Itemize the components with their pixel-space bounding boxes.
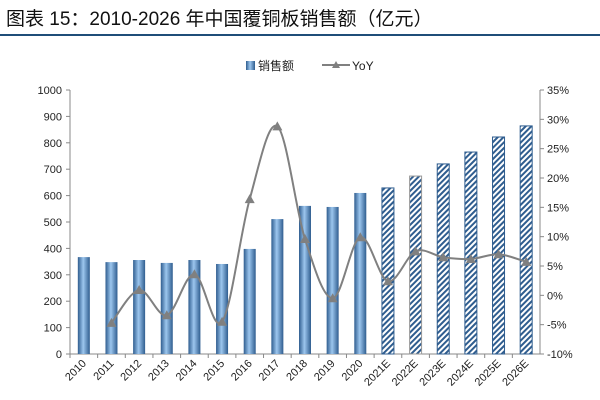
legend-triangle-icon	[332, 61, 340, 68]
yoy-point	[410, 246, 421, 256]
x-tick-label: 2015	[201, 358, 227, 384]
x-tick-label: 2021E	[362, 358, 393, 389]
yoy-point	[134, 285, 145, 295]
x-tick-label: 2022E	[390, 358, 421, 389]
x-tick-label: 2024E	[445, 358, 476, 389]
y-tick-label: 800	[44, 138, 62, 150]
y2-tick-label: 35%	[547, 85, 569, 97]
y-tick-label: 900	[44, 111, 62, 123]
y2-tick-label: 10%	[547, 232, 569, 244]
y-tick-label: 100	[44, 323, 62, 335]
yoy-point	[300, 234, 310, 244]
yoy-line	[110, 124, 527, 325]
y2-tick-label: 0%	[547, 290, 563, 302]
x-tick-label: 2026E	[500, 358, 531, 389]
x-tick-label: 2014	[174, 358, 200, 384]
yoy-point	[438, 252, 449, 262]
bar-2019	[326, 206, 339, 354]
y-tick-label: 1000	[38, 85, 62, 97]
bar-2025E	[492, 136, 506, 355]
title-divider	[0, 34, 600, 36]
bar-2014	[188, 260, 201, 354]
bar-2017	[271, 219, 284, 354]
y-tick-label: 0	[56, 349, 62, 361]
bar-2013	[160, 262, 173, 354]
legend: 销售额 YoY	[246, 58, 374, 73]
y-tick-label: 400	[44, 243, 62, 255]
y2-tick-label: -10%	[547, 349, 573, 361]
yoy-point	[189, 269, 200, 279]
legend-label-yoy: YoY	[352, 59, 374, 73]
yoy-point	[217, 316, 228, 326]
y-tick-label: 600	[44, 191, 62, 203]
bar-2012	[133, 260, 146, 354]
bar-2022E	[409, 175, 423, 355]
bar-2015	[216, 263, 229, 354]
y2-tick-label: -5%	[547, 320, 567, 332]
y-tick-label: 500	[44, 217, 62, 229]
yoy-point	[465, 253, 476, 263]
bar-2024E	[464, 151, 478, 355]
yoy-point	[521, 256, 532, 266]
x-tick-label: 2011	[91, 358, 116, 383]
x-tick-label: 2016	[229, 358, 255, 384]
x-tick-label: 2018	[284, 358, 310, 384]
bar-2010	[77, 257, 90, 354]
bar-2018	[299, 205, 311, 354]
y2-tick-label: 20%	[547, 173, 569, 185]
yoy-point	[355, 232, 366, 242]
yoy-point	[244, 194, 255, 204]
yoy-point	[382, 276, 393, 286]
y2-tick-label: 5%	[547, 261, 563, 273]
bar-2020	[354, 192, 367, 354]
x-tick-label: 2010	[63, 358, 89, 384]
x-tick-label: 2025E	[473, 358, 504, 389]
chart-title: 图表 15：2010-2026 年中国覆铜板销售额（亿元）	[6, 9, 433, 30]
y-tick-label: 300	[44, 270, 62, 282]
y-tick-label: 700	[44, 164, 62, 176]
yoy-point	[493, 249, 504, 259]
x-tick-label: 2023E	[417, 358, 448, 389]
x-tick-label: 2019	[312, 358, 338, 384]
legend-bar-swatch	[246, 61, 255, 70]
bar-2026E	[519, 125, 533, 355]
x-tick-label: 2013	[146, 358, 172, 384]
yoy-point	[106, 317, 117, 327]
bar-2021E	[381, 187, 395, 355]
yoy-point	[161, 310, 172, 320]
legend-label-sales: 销售额	[258, 58, 294, 73]
bar-2016	[243, 248, 256, 354]
y2-tick-label: 15%	[547, 202, 569, 214]
y2-tick-label: 30%	[547, 114, 569, 126]
y-tick-label: 200	[44, 296, 62, 308]
bar-2011	[105, 262, 118, 354]
yoy-point	[327, 293, 338, 303]
x-tick-label: 2017	[257, 358, 283, 384]
y2-tick-label: 25%	[547, 144, 569, 156]
yoy-point	[272, 121, 283, 131]
x-tick-label: 2012	[118, 358, 144, 384]
